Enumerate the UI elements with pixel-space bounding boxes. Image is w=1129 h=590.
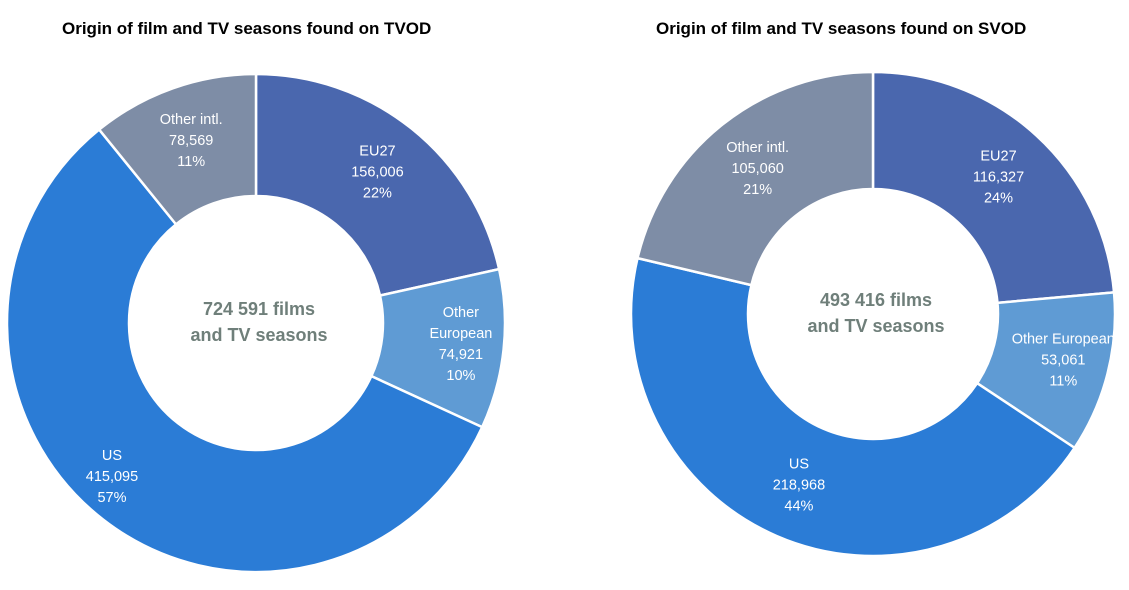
- slice-us: [5, 128, 484, 574]
- chart-panel-svod: Origin of film and TV seasons found on S…: [560, 0, 1129, 590]
- slice-label-us: US 415,095 57%: [86, 448, 138, 506]
- center-total-label: 493 416 films and TV seasons: [807, 290, 944, 336]
- slice-label-other-european: Other European 53,061 11%: [1012, 332, 1115, 390]
- slice-label-other-intl: Other intl. 78,569 11%: [160, 112, 223, 170]
- slice-label-other-intl: Other intl. 105,060 21%: [726, 140, 789, 198]
- slice-label-other-european: Other European 74,921 10%: [429, 305, 492, 384]
- chart-title: Origin of film and TV seasons found on T…: [62, 19, 432, 38]
- donut-chart-svod: EU27 116,327 24% Other European 53,061 11% US 2…: [629, 70, 1117, 558]
- donut-chart-tvod: EU27 156,006 22% Other European 74,921 10% US 41…: [5, 72, 507, 574]
- slice-us: [629, 256, 1076, 558]
- chart-panel-tvod: Origin of film and TV seasons found on T…: [0, 0, 560, 590]
- slice-eu27: [254, 72, 501, 297]
- slice-label-eu27: EU27 116,327 24%: [973, 149, 1024, 207]
- slice-other-intl: [636, 70, 875, 287]
- chart-title: Origin of film and TV seasons found on S…: [656, 19, 1027, 38]
- slice-label-eu27: EU27 156,006 22%: [351, 144, 403, 202]
- slice-other-intl: [97, 72, 258, 226]
- slice-eu27: [871, 70, 1116, 305]
- slice-label-us: US 218,968 44%: [773, 457, 825, 515]
- center-total-label: 724 591 films and TV seasons: [190, 299, 327, 345]
